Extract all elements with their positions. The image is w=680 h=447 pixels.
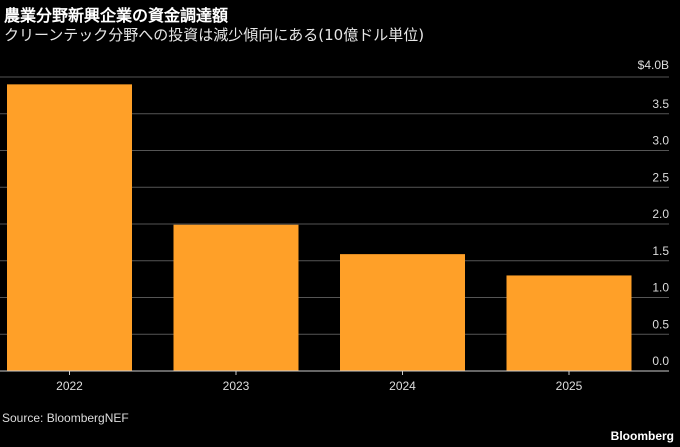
x-tick-label: 2022 xyxy=(56,379,83,393)
y-tick-label: 0.5 xyxy=(652,317,669,331)
bar-2023 xyxy=(173,224,299,371)
y-tick-label: 3.0 xyxy=(652,134,669,148)
chart-subtitle: クリーンテック分野への投資は減少傾向にある(10億ドル単位) xyxy=(4,26,425,44)
y-tick-label: 0.0 xyxy=(652,354,669,368)
brand-logo: Bloomberg xyxy=(610,429,674,443)
y-tick-label: 1.5 xyxy=(652,244,669,258)
x-tick-label: 2024 xyxy=(389,379,416,393)
y-tick-label: 1.0 xyxy=(652,281,669,295)
y-tick-label: 2.5 xyxy=(652,170,669,184)
chart-title: 農業分野新興企業の資金調達額 xyxy=(4,6,229,25)
x-tick-label: 2025 xyxy=(556,379,583,393)
y-tick-label: 2.0 xyxy=(652,207,669,221)
bar-2024 xyxy=(340,254,465,371)
bar-2025 xyxy=(506,275,632,371)
y-tick-label: 3.5 xyxy=(652,97,669,111)
x-tick-label: 2023 xyxy=(223,379,250,393)
y-tick-label: $4.0B xyxy=(638,58,669,72)
source-note: Source: BloombergNEF xyxy=(2,411,129,425)
bar-2022 xyxy=(7,84,132,371)
